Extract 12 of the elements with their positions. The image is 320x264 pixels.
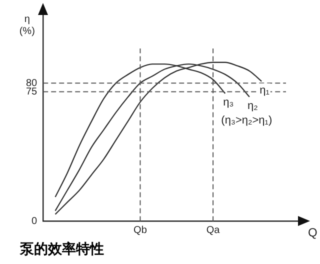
series-label: η₂	[247, 100, 258, 112]
annotation: (η₃>η₂>η₁)	[221, 114, 272, 126]
y-tick-label: 0	[32, 216, 38, 227]
text: 泵的效率特性	[19, 240, 104, 256]
x-tick-label: Qa	[206, 224, 220, 236]
x-axis-title: Q	[308, 226, 318, 240]
series-label: η₃	[223, 96, 234, 108]
series-label: η₁	[260, 84, 270, 96]
y-tick-label: 75	[26, 86, 38, 98]
y-tick-label: 80	[26, 78, 38, 89]
x-tick-label: Qb	[134, 224, 148, 236]
y-axis-title: η (%)	[19, 14, 35, 37]
